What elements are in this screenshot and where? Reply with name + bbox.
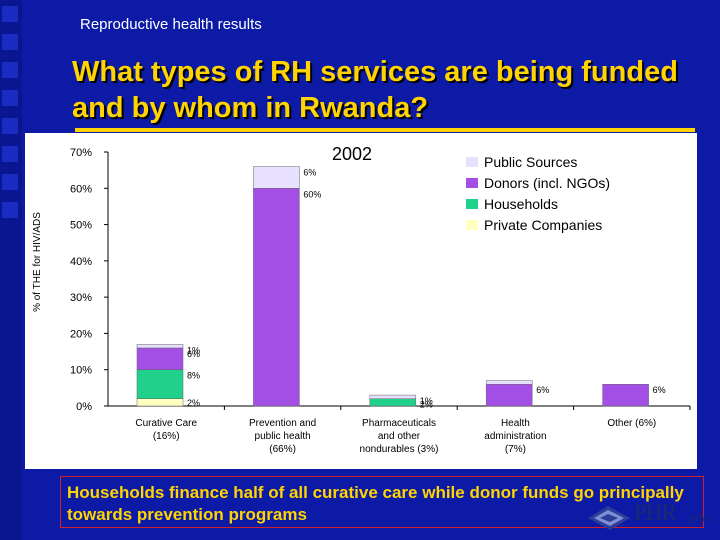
bar-segment — [136, 347, 184, 370]
x-category-label: Prevention and — [249, 418, 316, 429]
x-category-label: administration — [484, 431, 546, 442]
x-category-label: Other (6%) — [607, 418, 656, 429]
x-category-label: nondurables (3%) — [360, 444, 439, 455]
bar-segment — [369, 394, 417, 399]
logo-suffix: plus — [690, 510, 711, 524]
chart-title: 2002 — [332, 144, 372, 164]
data-label: 6% — [303, 168, 316, 178]
footer-box: Households finance half of all curative … — [60, 476, 704, 528]
plot-area — [25, 133, 697, 469]
data-label: 1% — [420, 396, 433, 406]
bar-segment — [485, 380, 533, 385]
bar-segment — [136, 398, 184, 407]
x-category-label: (66%) — [269, 444, 296, 455]
x-category-label: Health — [501, 418, 530, 429]
data-label: 60% — [303, 189, 321, 199]
bar-segment — [136, 369, 184, 399]
bar-segment — [602, 383, 649, 407]
data-label: 1% — [187, 345, 200, 355]
data-label: 2% — [187, 398, 200, 408]
data-label: 6% — [536, 385, 549, 395]
y-axis-label: % of THE for HIV/ADS — [32, 212, 43, 312]
legend-label: Households — [484, 196, 558, 212]
x-category-label: (16%) — [153, 431, 180, 442]
bar-segment — [485, 383, 533, 407]
legend-swatch — [466, 178, 478, 188]
data-label: 6% — [653, 385, 666, 395]
legend-swatch — [466, 157, 478, 167]
y-tick-label: 30% — [70, 292, 92, 304]
title-underline — [75, 128, 695, 132]
data-label: 8% — [187, 371, 200, 381]
y-tick-label: 20% — [70, 328, 92, 340]
legend-swatch — [466, 199, 478, 209]
legend-label: Private Companies — [484, 217, 602, 233]
y-tick-label: 60% — [70, 183, 92, 195]
legend-swatch — [466, 220, 478, 230]
y-tick-label: 70% — [70, 147, 92, 159]
x-category-label: (7%) — [505, 444, 526, 455]
phr-plus-logo: PHR plus — [586, 494, 716, 536]
footer-text: Households finance half of all curative … — [67, 483, 684, 524]
legend-label: Public Sources — [484, 154, 577, 170]
y-tick-label: 0% — [76, 401, 92, 413]
side-decoration — [0, 0, 22, 540]
data-label: 2% — [420, 400, 433, 410]
bar-segment — [369, 398, 417, 407]
bar-segment — [253, 188, 300, 407]
y-tick-label: 50% — [70, 220, 92, 232]
data-label: 6% — [187, 349, 200, 359]
y-tick-label: 10% — [70, 365, 92, 377]
x-category-label: Pharmaceuticals — [362, 418, 436, 429]
bar-segment — [136, 344, 184, 349]
section-label: Reproductive health results — [80, 16, 262, 33]
legend-label: Donors (incl. NGOs) — [484, 175, 610, 191]
x-category-label: public health — [255, 431, 311, 442]
bar-segment — [253, 166, 300, 189]
logo-word: PHR — [634, 500, 677, 525]
y-tick-label: 40% — [70, 256, 92, 268]
x-category-label: and other — [378, 431, 421, 442]
logo-mark-icon — [588, 506, 630, 530]
x-category-label: Curative Care — [135, 418, 197, 429]
slide-title: What types of RH services are being fund… — [72, 56, 678, 124]
